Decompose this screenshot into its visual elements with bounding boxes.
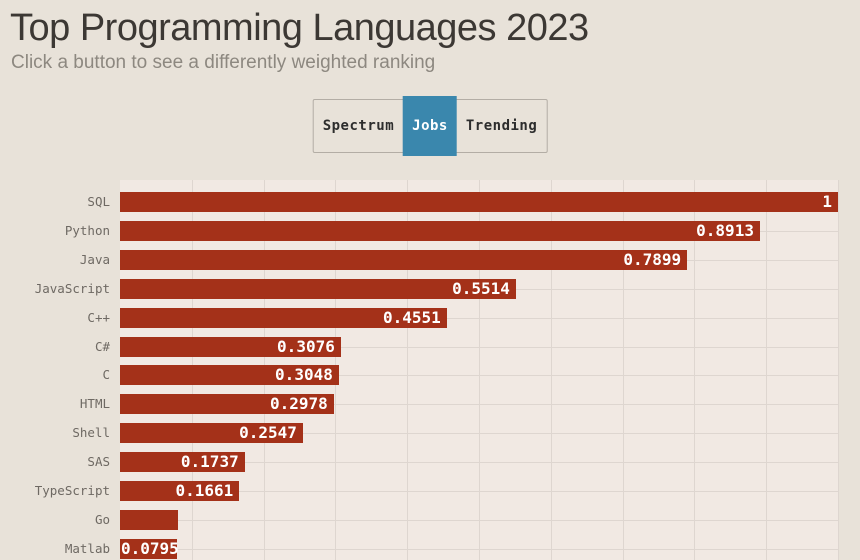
bar-value-label: 0.7899 — [623, 249, 682, 269]
bar: 0.3048 — [120, 365, 339, 386]
vertical-gridline — [407, 180, 409, 560]
bar — [120, 509, 179, 530]
horizontal-gridline — [120, 491, 839, 492]
bar-chart: SQL Python Java JavaScript C++ C# C HTML Shell SA… — [0, 180, 860, 560]
category-label: C# — [94, 338, 110, 354]
vertical-gridline — [694, 180, 696, 560]
bar: 0.1737 — [120, 452, 245, 473]
category-label: HTML — [79, 396, 110, 412]
jobs-button[interactable]: Jobs — [403, 96, 457, 156]
bar-value-label: 0.2978 — [270, 394, 328, 414]
category-label: C — [102, 367, 110, 383]
category-label: TypeScript — [34, 483, 110, 498]
bar-value-label: 0.3048 — [275, 365, 333, 385]
category-label: Java — [79, 251, 110, 267]
vertical-gridline — [479, 180, 480, 560]
bar: 0.2547 — [120, 423, 303, 444]
category-label: SAS — [87, 454, 110, 470]
bar: 0.0795 — [120, 538, 179, 559]
bar-value-label: 0.4551 — [382, 307, 441, 327]
bar: 1 — [120, 192, 838, 212]
bar: 0.7899 — [120, 249, 688, 270]
bar-value-label: 0.5514 — [452, 278, 510, 298]
vertical-gridline — [766, 180, 768, 560]
bar: 0.2978 — [120, 394, 334, 415]
vertical-gridline — [838, 180, 839, 560]
bar-value-label: 0.1661 — [175, 481, 234, 500]
horizontal-gridline — [120, 375, 839, 377]
bar-value-label: 0.0795 — [121, 538, 179, 558]
bar-value-label: 0.1737 — [180, 452, 239, 472]
bar-value-label: 0.8913 — [696, 220, 754, 240]
category-label: Shell — [72, 425, 110, 441]
category-label: JavaScript — [34, 280, 110, 296]
horizontal-gridline — [120, 404, 839, 406]
category-label: Go — [94, 511, 110, 527]
horizontal-gridline — [120, 519, 839, 521]
weighting-button-group: Spectrum Jobs Trending — [312, 96, 548, 156]
category-labels: SQL Python Java JavaScript C++ C# C HTML Shell SA… — [0, 180, 110, 560]
page-subtitle: Click a button to see a differently weig… — [11, 52, 436, 73]
bar-value-label: 1 — [822, 192, 832, 211]
trending-button[interactable]: Trending — [457, 100, 546, 152]
category-label: Python — [64, 222, 110, 238]
bar: 0.1661 — [120, 481, 240, 501]
horizontal-gridline — [120, 433, 839, 435]
vertical-gridline — [550, 180, 552, 560]
category-label: SQL — [87, 194, 110, 209]
category-label: C++ — [87, 309, 110, 325]
horizontal-gridline — [120, 462, 839, 464]
horizontal-gridline — [120, 346, 839, 348]
bar: 0.3076 — [120, 336, 341, 357]
page-title: Top Programming Languages 2023 — [10, 7, 589, 49]
horizontal-gridline — [120, 317, 839, 319]
bar-value-label: 0.2547 — [239, 423, 297, 443]
bar: 0.5514 — [120, 278, 516, 299]
plot-area: 1 0.8913 0.7899 0.5514 0.4551 0.3076 0.3048 0.2… — [120, 180, 839, 560]
category-label: Matlab — [64, 540, 110, 556]
spectrum-button[interactable]: Spectrum — [314, 100, 403, 152]
bar: 0.8913 — [120, 220, 760, 241]
horizontal-gridline — [120, 548, 839, 550]
bar-value-label: 0.3076 — [277, 336, 335, 356]
bar: 0.4551 — [120, 307, 447, 328]
vertical-gridline — [622, 180, 624, 560]
